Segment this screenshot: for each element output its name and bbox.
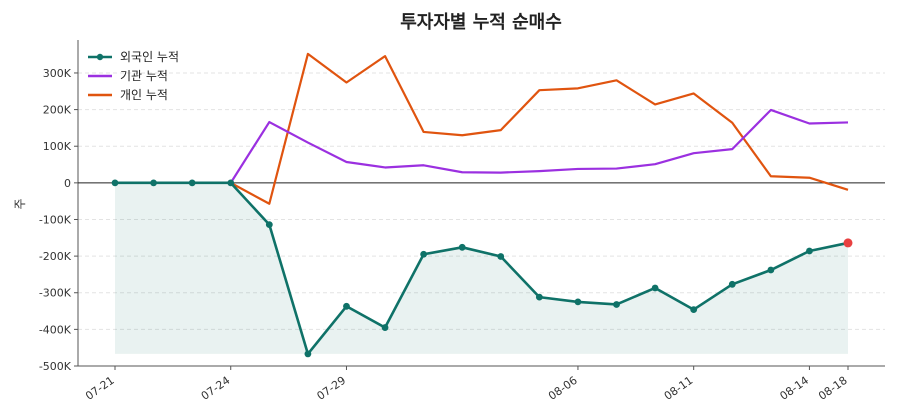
data-point bbox=[497, 253, 505, 260]
y-tick-label: -500K bbox=[39, 360, 72, 373]
data-point bbox=[188, 179, 196, 187]
data-point bbox=[458, 243, 466, 251]
x-tick-label: 07-24 bbox=[199, 374, 233, 403]
legend-item: 외국인 누적 bbox=[88, 50, 179, 64]
x-tick-label: 07-21 bbox=[83, 374, 117, 403]
lines-layer bbox=[115, 52, 849, 356]
data-point bbox=[150, 179, 157, 187]
y-tick-label: -100K bbox=[39, 213, 72, 226]
data-point bbox=[420, 250, 428, 258]
legend-item: 개인 누적 bbox=[88, 88, 168, 102]
data-point bbox=[304, 350, 312, 358]
legend-label: 외국인 누적 bbox=[120, 50, 179, 64]
y-tick-label: -200K bbox=[39, 250, 72, 263]
data-point bbox=[613, 301, 620, 308]
x-tick-label: 08-18 bbox=[816, 374, 850, 403]
data-point bbox=[227, 179, 235, 187]
chart-title: 투자자별 누적 순매수 bbox=[400, 12, 562, 33]
series-line bbox=[115, 181, 849, 356]
y-tick-label: -400K bbox=[39, 323, 72, 336]
y-tick-label: 100K bbox=[43, 140, 72, 153]
y-tick-label: 0 bbox=[64, 177, 71, 190]
area-layer bbox=[115, 182, 848, 354]
data-point bbox=[535, 293, 543, 301]
points-layer bbox=[111, 179, 853, 358]
y-tick-label: 200K bbox=[43, 104, 72, 117]
data-point bbox=[265, 221, 273, 229]
legend-label: 기관 누적 bbox=[120, 69, 168, 83]
data-point bbox=[343, 302, 350, 310]
x-tick-label: 07-29 bbox=[315, 374, 349, 403]
data-point bbox=[574, 298, 582, 306]
data-point bbox=[806, 247, 813, 255]
legend-item: 기관 누적 bbox=[88, 69, 168, 83]
series-line bbox=[115, 52, 849, 205]
data-point bbox=[767, 266, 775, 274]
x-tick-label: 08-11 bbox=[662, 374, 696, 403]
data-point bbox=[381, 324, 389, 331]
data-point bbox=[690, 306, 698, 313]
legend-label: 개인 누적 bbox=[120, 88, 168, 102]
foreign-area-fill bbox=[115, 182, 848, 354]
series-line bbox=[115, 108, 849, 184]
data-point bbox=[651, 284, 659, 292]
y-axis-label-group: 주 bbox=[13, 198, 27, 209]
x-tick-label: 08-06 bbox=[546, 374, 580, 403]
data-point bbox=[111, 179, 119, 187]
legend-marker bbox=[96, 53, 104, 61]
last-point-marker bbox=[843, 238, 853, 248]
x-tick-label: 08-14 bbox=[777, 374, 811, 403]
y-tick-label: -300K bbox=[39, 287, 72, 300]
y-tick-label: 300K bbox=[43, 67, 72, 80]
y-axis-label: 주 bbox=[13, 198, 27, 209]
data-point bbox=[728, 280, 736, 288]
